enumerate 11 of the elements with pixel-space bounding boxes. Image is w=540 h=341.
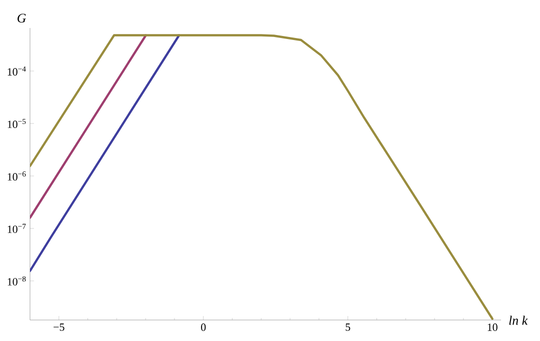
y-tick-label: 10$^{−6}$	[8, 171, 26, 181]
y-tick-label: 10$^{−8}$	[8, 276, 26, 286]
y-tick-label: 10$^{−4}$	[8, 66, 26, 76]
y-tick-label: 10$^{−7}$	[8, 224, 26, 233]
x-tick-label: −5	[54, 324, 64, 331]
x-axis-title: ln k	[509, 316, 528, 325]
y-tick-label: 10$^{−5}$	[8, 118, 26, 128]
y-axis-title: G	[18, 14, 26, 22]
x-tick-label: 5	[346, 324, 350, 331]
x-tick-label: 10	[488, 324, 498, 331]
x-tick-label: 0	[201, 324, 206, 331]
